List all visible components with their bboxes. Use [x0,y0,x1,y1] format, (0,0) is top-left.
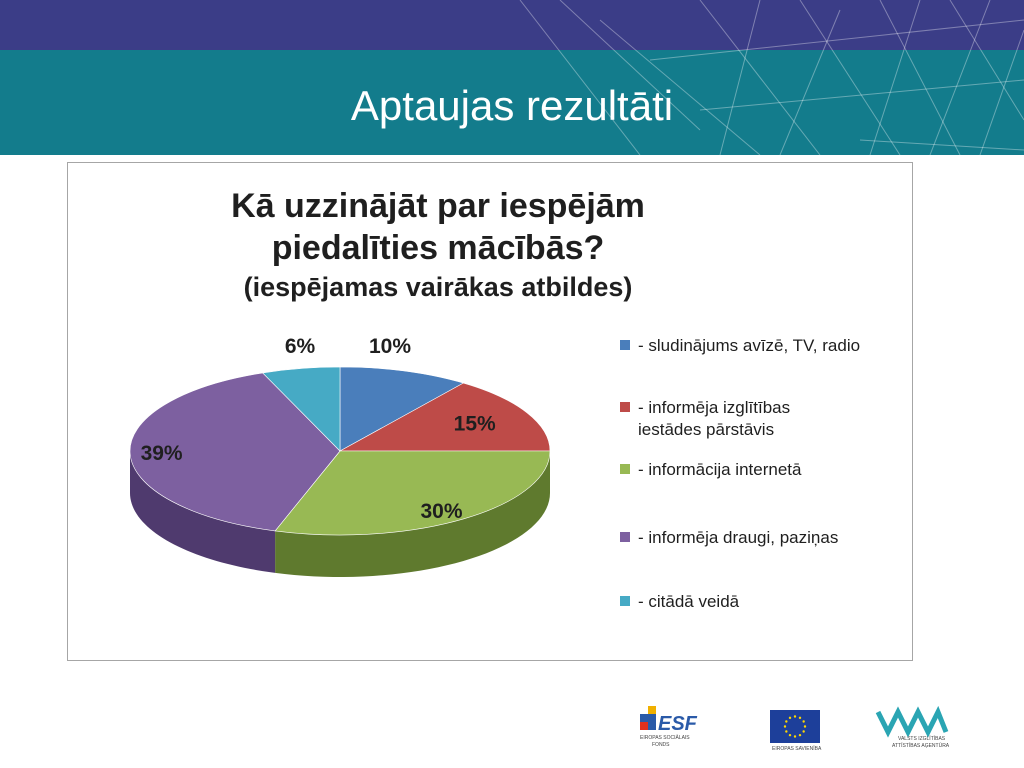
esf-logo: ESF EIROPAS SOCIĀLAIS FONDS [640,706,698,748]
eu-star [793,715,797,718]
eu-star [783,725,787,728]
legend-swatch [620,464,630,474]
legend-label: - informēja draugi, paziņas [638,528,839,547]
legend-swatch [620,340,630,350]
eu-star [793,735,797,738]
eu-star [788,716,792,720]
eu-caption: EIROPAS SAVIENĪBA [772,745,822,752]
pie-slice [339,366,465,452]
eu-star [798,716,802,720]
eu-star [802,720,805,723]
pie-data-label: 39% [141,442,183,465]
eu-star [802,730,805,733]
eu-star [788,733,792,737]
chart-frame: 10% 15% 30% 39% 6% Kā uzzinājāt par iespējām… [67,162,913,661]
chart-title-line-1: Kā uzzinājāt par iespējām [231,187,645,225]
pie-data-label: 30% [420,500,462,523]
slide-title: Aptaujas rezultāti [350,82,674,129]
legend-label: - informēja izglītības iestādes pārstāvi… [638,398,791,439]
header-decoration-lines [519,0,1024,155]
pie-slice [129,372,341,532]
viaa-caption-1: VALSTS IZGLĪTĪBAS [898,735,946,742]
pie-slice [274,450,551,536]
legend-swatch [620,596,630,606]
pie-chart: 10% 15% 30% 39% 6% [129,335,551,577]
legend-label: - informācija internetā [638,460,802,479]
eu-star [785,720,788,723]
header-band-main [0,50,1024,155]
chart-subtitle: (iespējamas vairākas atbildes) [243,272,633,302]
esf-caption-2: FONDS [652,742,670,748]
eu-star [803,725,807,728]
footer-logos: ESF EIROPAS SOCIĀLAIS FONDS EIROPAS SAVI… [640,705,950,752]
eu-flag-logo: EIROPAS SAVIENĪBA [770,710,822,752]
pie-data-label: 15% [454,413,496,436]
viaa-caption-2: ATTĪSTĪBAS AĢENTŪRA [892,742,950,749]
pie-slice [339,382,551,452]
eu-star [785,730,788,733]
pie-slice-side [130,451,276,573]
legend-label: - citādā veidā [638,592,740,611]
legend-label: - sludinājums avīzē, TV, radio [638,336,861,355]
pie-slice [262,366,341,452]
eu-star [798,733,802,737]
pie-data-label: 6% [285,335,316,358]
header-band-top [0,0,1024,50]
viaa-logo: VALSTS IZGLĪTĪBAS ATTĪSTĪBAS AĢENTŪRA [875,705,950,749]
legend-swatch [620,402,630,412]
esf-logo-text: ESF [658,713,698,735]
esf-caption-1: EIROPAS SOCIĀLAIS [640,734,690,741]
chart-title-line-2: piedalīties mācībās? [271,229,605,267]
pie-data-label: 10% [369,335,411,358]
legend-swatch [620,532,630,542]
chart-title: Kā uzzinājāt par iespējām piedalīties mā… [188,185,688,305]
pie-slice-side [275,451,550,577]
